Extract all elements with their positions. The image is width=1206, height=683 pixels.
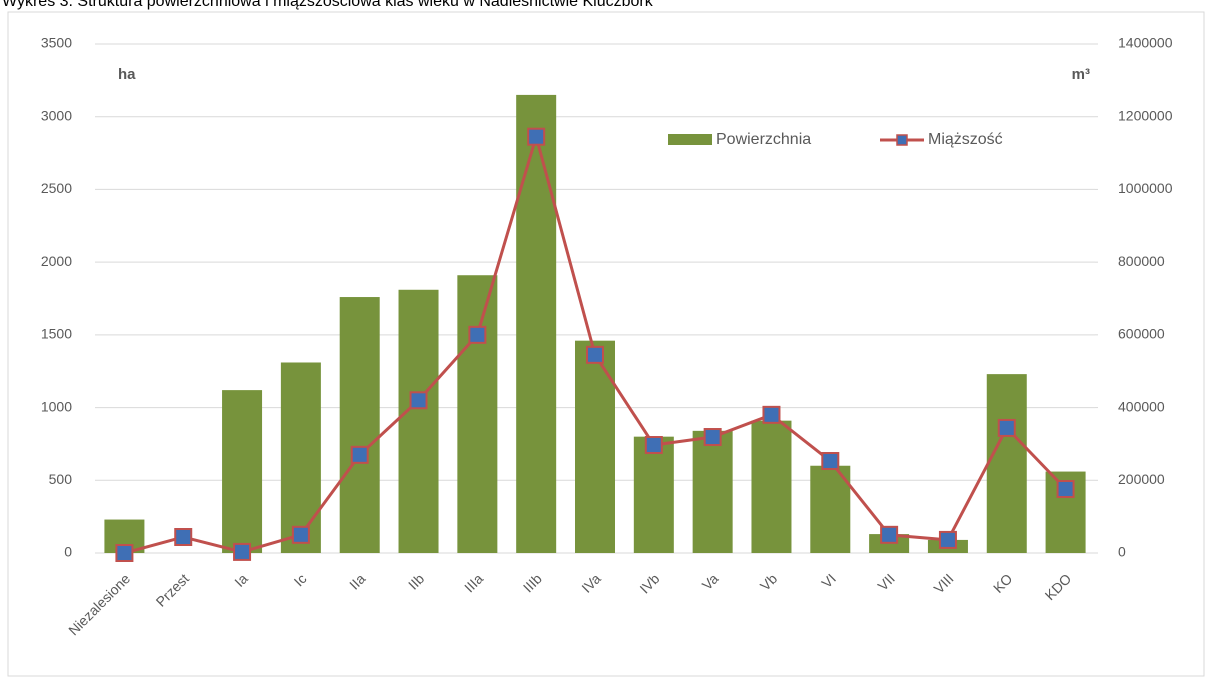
bar	[222, 390, 263, 553]
bar	[810, 465, 851, 553]
y-tick-label: 1500	[41, 326, 72, 342]
bar	[339, 297, 380, 553]
line-marker	[703, 428, 722, 447]
legend-marker	[896, 134, 908, 146]
line-marker	[233, 542, 252, 561]
line-marker	[174, 528, 193, 547]
bar	[398, 289, 439, 553]
legend-label: Miąższość	[928, 131, 1003, 148]
bar	[692, 430, 733, 553]
bar	[633, 436, 674, 553]
line-marker	[880, 525, 899, 544]
y2-tick-label: 1200000	[1118, 107, 1173, 123]
bar	[751, 420, 792, 553]
bar	[280, 362, 321, 553]
bar	[457, 275, 498, 553]
line-marker	[409, 391, 428, 410]
line-marker	[997, 418, 1016, 437]
y-axis-label: ha	[118, 66, 136, 83]
line-marker	[644, 436, 663, 455]
legend-swatch	[668, 134, 712, 145]
y2-axis-label: m³	[1072, 66, 1090, 83]
y-tick-label: 2000	[41, 253, 72, 269]
y-tick-label: 2500	[41, 180, 72, 196]
bar	[575, 340, 615, 553]
y-tick-label: 3500	[41, 35, 72, 51]
legend-label: Powierzchnia	[716, 131, 811, 148]
line-marker	[821, 452, 840, 471]
y2-tick-label: 200000	[1118, 471, 1165, 487]
y2-tick-label: 800000	[1118, 253, 1165, 269]
chart-title: Wykres 3. Struktura powierzchniowa i mią…	[2, 0, 654, 10]
y-tick-label: 0	[64, 544, 72, 560]
y-tick-label: 3000	[41, 107, 72, 123]
bar	[986, 374, 1027, 553]
y-tick-label: 1000	[41, 398, 72, 414]
line-marker	[1056, 480, 1075, 499]
y2-tick-label: 1000000	[1118, 180, 1173, 196]
y2-tick-label: 1400000	[1118, 35, 1173, 51]
line-marker	[527, 127, 546, 146]
line-marker	[938, 530, 957, 549]
line-marker	[762, 405, 781, 424]
y2-tick-label: 0	[1118, 544, 1126, 560]
line-marker	[586, 345, 604, 364]
y2-tick-label: 600000	[1118, 326, 1165, 342]
line-marker	[291, 525, 310, 544]
line-marker	[115, 544, 134, 562]
y2-tick-label: 400000	[1118, 398, 1165, 414]
line-marker	[350, 445, 369, 464]
line-marker	[468, 325, 487, 344]
bar	[516, 94, 557, 554]
y-tick-label: 500	[49, 471, 73, 487]
